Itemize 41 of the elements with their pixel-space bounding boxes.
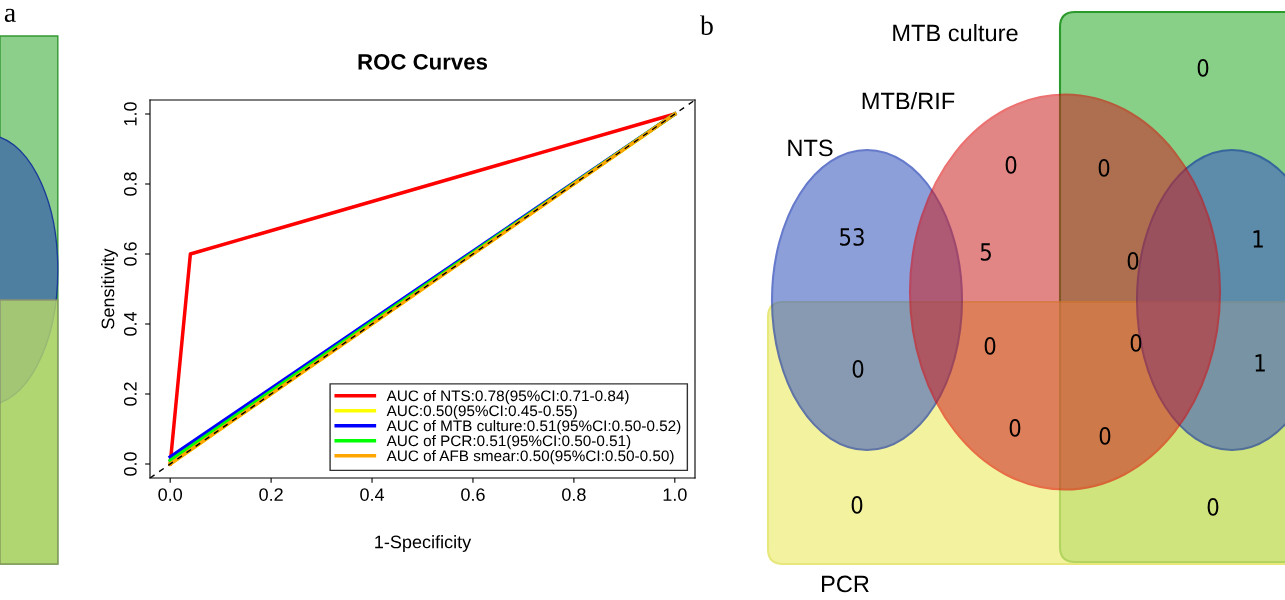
data-label: 0 <box>984 336 996 355</box>
x-tick-label: 0.6 <box>461 488 485 501</box>
legend-label: AUC of PCR:0.51(95%CI:0.50-0.51) <box>386 435 631 450</box>
y-tick-label: 1.0 <box>123 102 137 126</box>
legend-label: AUC:0.50(95%CI:0.45-0.55) <box>386 404 577 420</box>
x-tick-label: 1.0 <box>663 488 687 501</box>
text: PCR <box>822 575 869 593</box>
data-label: 0 <box>1009 418 1021 437</box>
legend-label: AUC of MTB culture:0.51(95%CI:0.50-0.52) <box>386 420 681 435</box>
y-tick-label: 0.2 <box>123 382 137 406</box>
y-tick-label: 0.4 <box>123 311 137 336</box>
text: b <box>700 15 713 35</box>
y-axis-title: Sensitivity <box>101 248 118 329</box>
x-tick-label: 0.8 <box>562 488 586 501</box>
data-label: 0 <box>851 495 863 514</box>
x-tick-label: 0.0 <box>158 488 183 501</box>
data-label: 0 <box>1207 497 1219 516</box>
data-label: 1 <box>1255 354 1265 372</box>
y-tick-label: 0.0 <box>123 452 137 476</box>
data-label: 53 <box>840 227 864 246</box>
x-tick-label: 0.2 <box>259 488 283 501</box>
chart-title: ROC Curves <box>358 53 488 70</box>
data-label: 0 <box>1130 333 1142 352</box>
y-tick-label: 0.6 <box>123 242 137 266</box>
data-label: 0 <box>852 359 864 378</box>
legend-label: AUC of NTS:0.78(95%CI:0.71-0.84) <box>386 389 629 405</box>
text: NTS <box>788 139 833 157</box>
data-label: 0 <box>1197 58 1209 77</box>
data-label: 0 <box>1127 251 1139 270</box>
data-label: 0 <box>1098 158 1110 177</box>
data-label: 0 <box>1005 155 1017 174</box>
x-axis-title: 1-Specificity <box>375 535 472 552</box>
data-label: 0 <box>1099 426 1111 445</box>
data-label: 1 <box>1253 230 1263 248</box>
text: MTB/RIF <box>862 92 955 110</box>
y-tick-label: 0.8 <box>123 172 137 196</box>
legend-label: AUC of AFB smear:0.50(95%CI:0.50-0.50) <box>386 450 674 465</box>
data-label: 5 <box>980 243 991 261</box>
x-tick-label: 0.4 <box>360 488 385 501</box>
text: MTB culture <box>893 24 1018 42</box>
text: a <box>4 8 16 22</box>
